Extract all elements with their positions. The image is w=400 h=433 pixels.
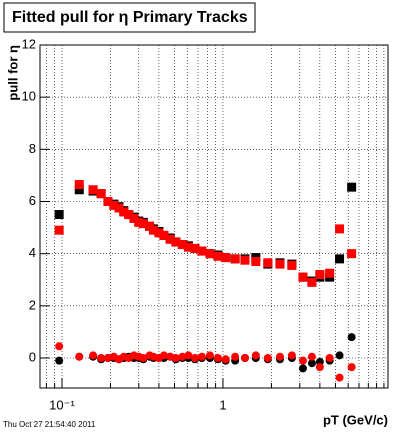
marker — [190, 354, 199, 363]
marker — [221, 253, 231, 263]
marker — [54, 225, 64, 235]
x-axis-label: pT (GeV/c) — [323, 412, 388, 427]
marker — [251, 256, 261, 266]
marker — [315, 363, 324, 372]
x-tick-label: 1 — [219, 397, 226, 412]
marker — [221, 355, 230, 364]
y-axis-label: pull for η — [5, 45, 20, 101]
marker — [347, 182, 357, 192]
marker — [88, 185, 98, 195]
marker — [231, 352, 240, 361]
marker — [197, 352, 206, 361]
marker — [184, 351, 193, 360]
marker — [171, 237, 181, 247]
marker — [205, 351, 214, 360]
marker — [190, 243, 200, 253]
marker — [263, 354, 272, 363]
marker — [287, 351, 296, 360]
marker — [96, 189, 106, 199]
marker — [119, 207, 129, 217]
marker — [275, 352, 284, 361]
marker — [307, 359, 316, 368]
chart-title: Fitted pull for η Primary Tracks — [12, 9, 248, 26]
marker — [89, 351, 98, 360]
marker — [183, 242, 193, 252]
marker — [178, 352, 187, 361]
marker — [347, 249, 357, 259]
marker — [148, 225, 158, 235]
marker — [74, 185, 84, 195]
marker — [298, 272, 308, 282]
marker — [315, 270, 325, 280]
marker — [275, 259, 285, 269]
marker — [325, 268, 335, 278]
marker — [114, 203, 124, 213]
marker — [347, 363, 356, 372]
marker — [287, 260, 297, 270]
y-tick-label: 0 — [29, 349, 36, 364]
marker — [171, 354, 180, 363]
marker — [54, 210, 64, 220]
y-tick-label: 8 — [29, 141, 36, 156]
marker — [240, 255, 250, 265]
y-tick-label: 2 — [29, 297, 36, 312]
marker — [335, 224, 345, 234]
marker — [74, 180, 84, 190]
marker — [97, 354, 106, 363]
marker — [139, 354, 148, 363]
marker — [213, 251, 223, 261]
marker — [177, 240, 187, 250]
marker — [251, 351, 260, 360]
title-box — [3, 2, 256, 33]
x-tick-label: 10⁻¹ — [49, 397, 75, 412]
marker — [75, 352, 84, 361]
marker — [205, 249, 215, 259]
y-tick-label: 4 — [29, 245, 36, 260]
marker — [325, 354, 334, 363]
y-tick-label: 12 — [22, 36, 36, 51]
y-tick-label: 10 — [22, 89, 36, 104]
marker — [134, 217, 144, 227]
marker — [263, 258, 273, 268]
timestamp: Thu Oct 27 21:54:40 2011 — [3, 420, 96, 429]
marker — [154, 228, 164, 238]
marker — [230, 254, 240, 264]
marker — [138, 219, 148, 229]
marker — [307, 277, 317, 287]
marker — [298, 364, 307, 373]
marker — [347, 333, 356, 342]
marker — [124, 210, 134, 220]
marker — [335, 254, 345, 264]
y-tick-label: 6 — [29, 193, 36, 208]
marker — [213, 354, 222, 363]
marker — [55, 342, 64, 351]
marker — [307, 352, 316, 361]
plot-frame — [39, 44, 389, 389]
marker — [197, 246, 207, 256]
marker — [129, 213, 139, 223]
marker — [335, 373, 344, 382]
marker — [159, 351, 168, 360]
marker — [335, 351, 344, 360]
marker — [240, 354, 249, 363]
marker — [165, 234, 175, 244]
marker — [55, 356, 64, 365]
marker — [298, 356, 307, 365]
marker — [159, 230, 169, 240]
marker — [103, 197, 113, 207]
marker — [109, 200, 119, 210]
